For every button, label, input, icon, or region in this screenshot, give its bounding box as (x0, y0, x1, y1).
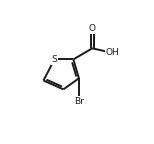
Text: Br: Br (74, 97, 84, 106)
Text: O: O (89, 24, 96, 33)
Text: OH: OH (105, 48, 119, 57)
Text: S: S (52, 55, 57, 64)
